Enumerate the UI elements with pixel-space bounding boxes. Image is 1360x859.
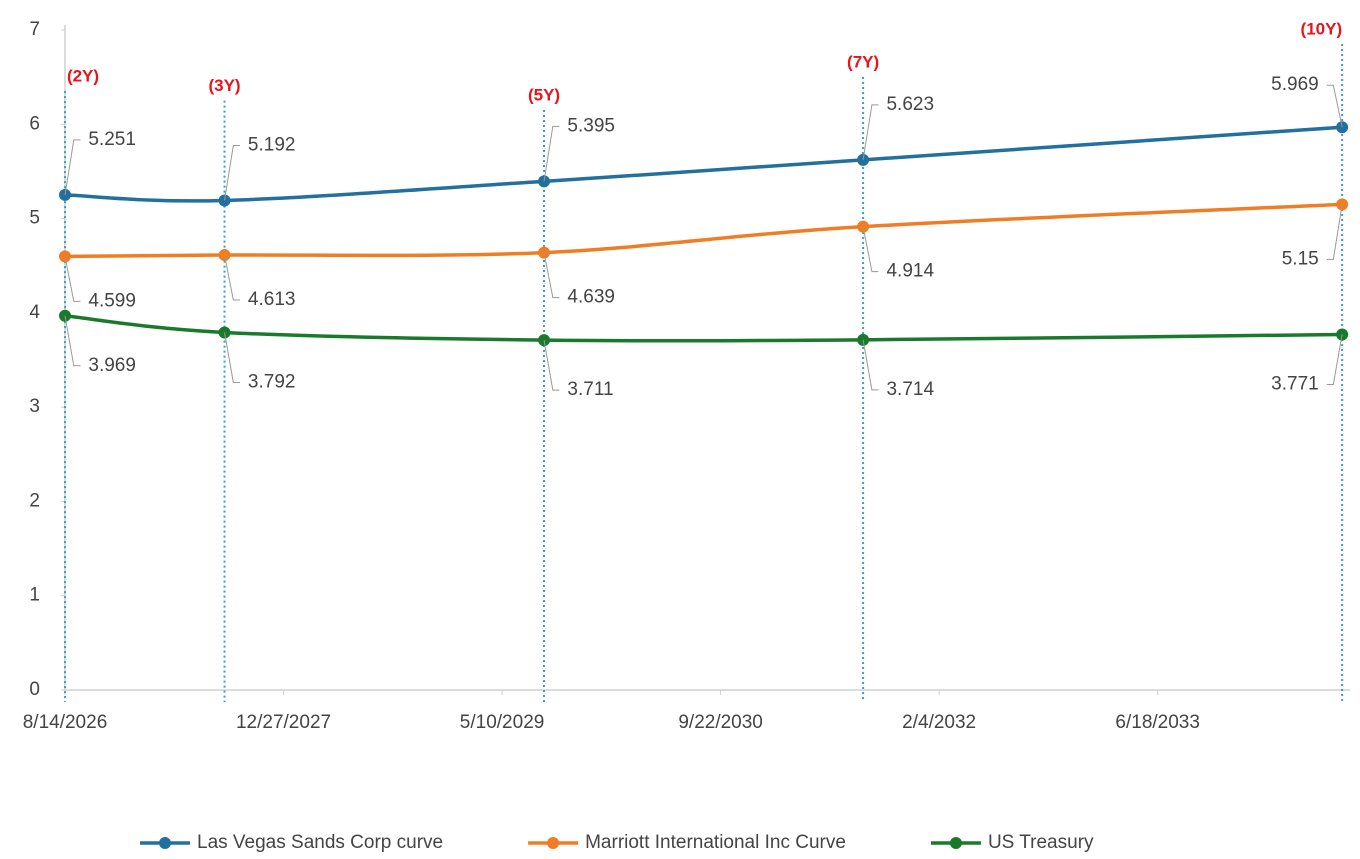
data-label: 4.599 bbox=[88, 290, 136, 311]
leader-line bbox=[862, 339, 879, 391]
y-tick-label: 5 bbox=[29, 208, 40, 229]
annotation: (5Y) bbox=[528, 85, 560, 104]
legend-label: Las Vegas Sands Corp curve bbox=[197, 832, 443, 853]
leader-line bbox=[543, 125, 560, 182]
data-label: 3.969 bbox=[88, 355, 136, 376]
x-tick-label: 6/18/2033 bbox=[1115, 712, 1200, 733]
data-label: 5.623 bbox=[886, 94, 934, 115]
legend-label: Marriott International Inc Curve bbox=[585, 832, 846, 853]
leader-line bbox=[543, 340, 560, 391]
data-label: 4.639 bbox=[567, 287, 615, 308]
x-tick-label: 2/4/2032 bbox=[902, 712, 976, 733]
data-label: 5.15 bbox=[1282, 248, 1319, 269]
y-tick-label: 6 bbox=[29, 113, 40, 134]
annotation: (2Y) bbox=[67, 67, 99, 86]
x-tick-label: 5/10/2029 bbox=[460, 712, 545, 733]
leader-line bbox=[64, 256, 81, 302]
data-label: 5.251 bbox=[88, 129, 136, 150]
x-tick-label: 8/14/2026 bbox=[23, 712, 108, 733]
data-label: 5.395 bbox=[567, 115, 615, 136]
data-label: 3.771 bbox=[1271, 373, 1319, 394]
leader-line bbox=[1326, 204, 1343, 260]
series-line bbox=[64, 125, 1343, 203]
y-tick-label: 2 bbox=[29, 490, 40, 511]
legend-label: US Treasury bbox=[988, 832, 1094, 853]
leader-line bbox=[1326, 334, 1343, 385]
y-tick-label: 7 bbox=[29, 19, 40, 40]
x-tick-label: 9/22/2030 bbox=[678, 712, 763, 733]
legend-marker bbox=[949, 837, 962, 849]
leader-line bbox=[64, 139, 81, 195]
legend-marker bbox=[547, 837, 560, 849]
leader-line bbox=[862, 226, 879, 273]
data-label: 3.711 bbox=[567, 379, 613, 400]
data-label: 4.613 bbox=[248, 289, 296, 310]
series-line bbox=[64, 314, 1343, 343]
leader-line bbox=[224, 144, 240, 201]
x-tick-label: 12/27/2027 bbox=[236, 712, 331, 733]
data-label: 5.969 bbox=[1271, 74, 1319, 95]
data-label: 4.914 bbox=[886, 261, 934, 282]
leader-line bbox=[224, 254, 240, 301]
leader-line bbox=[862, 104, 879, 160]
annotation: (7Y) bbox=[847, 52, 879, 71]
y-tick-label: 1 bbox=[29, 585, 40, 606]
y-tick-label: 3 bbox=[29, 396, 40, 417]
data-label: 3.714 bbox=[886, 379, 934, 400]
series-line bbox=[64, 202, 1343, 259]
annotation: (10Y) bbox=[1301, 19, 1343, 38]
leader-line bbox=[1326, 84, 1343, 128]
y-tick-label: 0 bbox=[29, 679, 40, 700]
leader-line bbox=[543, 252, 560, 299]
leader-line bbox=[224, 332, 240, 383]
y-tick-label: 4 bbox=[29, 302, 40, 323]
data-label: 5.192 bbox=[248, 134, 296, 155]
legend-marker bbox=[159, 837, 171, 849]
data-label: 3.792 bbox=[248, 371, 296, 392]
leader-line bbox=[64, 315, 81, 367]
annotation: (3Y) bbox=[208, 76, 240, 95]
